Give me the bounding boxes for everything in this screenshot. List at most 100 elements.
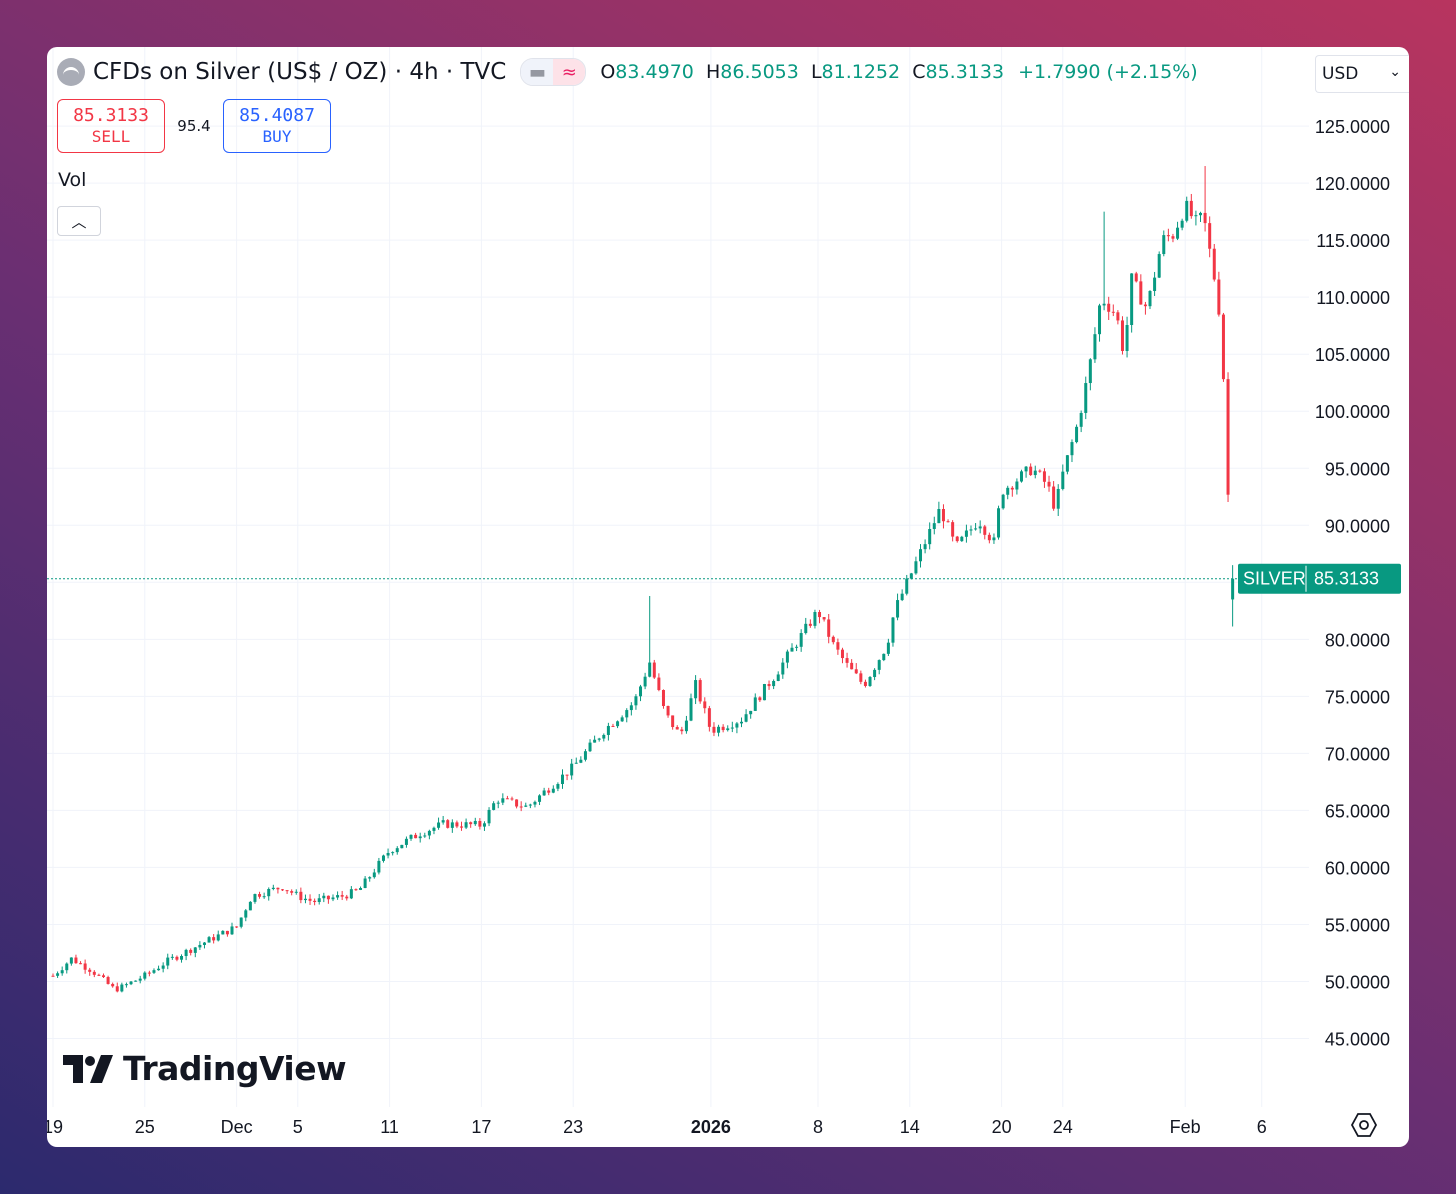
candle bbox=[79, 961, 83, 965]
last-price-badge: SILVER 85.3133 bbox=[1238, 563, 1401, 594]
symbol-title[interactable]: CFDs on Silver (US$ / OZ) · 4h · TVC bbox=[93, 59, 507, 85]
candle bbox=[1134, 271, 1138, 283]
candle-body bbox=[661, 690, 665, 706]
candle bbox=[556, 782, 560, 792]
candle-body bbox=[1217, 279, 1221, 315]
candle-body bbox=[703, 701, 707, 709]
candle bbox=[492, 801, 496, 811]
currency-select[interactable]: USD ⌄ bbox=[1315, 55, 1409, 93]
chart-settings-icon[interactable] bbox=[1349, 1110, 1379, 1140]
candle bbox=[749, 710, 753, 719]
volume-legend[interactable]: Vol bbox=[58, 169, 87, 191]
candle-body bbox=[331, 897, 335, 900]
candle-body bbox=[313, 900, 317, 903]
candle-body bbox=[772, 680, 776, 687]
candle bbox=[717, 724, 721, 737]
candle-body bbox=[643, 676, 647, 687]
candle-body bbox=[1107, 303, 1111, 312]
candle-body bbox=[574, 762, 578, 764]
candle bbox=[386, 848, 390, 859]
candle bbox=[790, 643, 794, 652]
candle-body bbox=[730, 727, 734, 729]
candle-body bbox=[781, 662, 785, 675]
candle bbox=[1194, 210, 1198, 226]
candle bbox=[799, 629, 803, 652]
candle bbox=[258, 891, 262, 899]
price-tick-label: 105.0000 bbox=[1315, 345, 1390, 365]
candle-body bbox=[267, 889, 271, 897]
candle bbox=[845, 652, 849, 668]
candle bbox=[427, 829, 431, 840]
candle-body bbox=[381, 855, 385, 861]
candle-body bbox=[1143, 304, 1147, 307]
candle bbox=[262, 892, 266, 899]
candle bbox=[744, 709, 748, 723]
candle-body bbox=[1084, 383, 1088, 413]
candle bbox=[175, 955, 179, 962]
candle bbox=[1019, 469, 1023, 483]
candle-body bbox=[1148, 291, 1152, 307]
candle-body bbox=[602, 734, 606, 739]
candle-body bbox=[620, 717, 624, 722]
candle bbox=[730, 721, 734, 733]
candle-body bbox=[1120, 320, 1124, 351]
candle-body bbox=[386, 853, 390, 856]
candle-body bbox=[258, 894, 262, 897]
approx-icon[interactable]: ≈ bbox=[553, 59, 586, 85]
minus-icon[interactable]: ▬ bbox=[521, 59, 554, 85]
candle bbox=[629, 702, 633, 716]
price-chart[interactable]: 45.0000 50.0000 55.0000 60.0000 65.0000 70.00… bbox=[47, 47, 1409, 1147]
candle bbox=[235, 926, 239, 929]
candle bbox=[951, 520, 955, 542]
candle bbox=[547, 787, 551, 796]
buy-button[interactable]: 85.4087 BUY bbox=[223, 99, 331, 153]
candle-body bbox=[762, 684, 766, 701]
candle bbox=[496, 800, 500, 809]
candle bbox=[124, 982, 128, 988]
candle-body bbox=[391, 852, 395, 854]
candle bbox=[395, 846, 399, 855]
candle-body bbox=[639, 686, 643, 697]
candle bbox=[606, 722, 610, 741]
candle-body bbox=[850, 662, 854, 670]
candle bbox=[372, 868, 376, 879]
candle-body bbox=[1166, 235, 1170, 237]
candle bbox=[271, 884, 275, 891]
legend-toggle[interactable]: ▬ ≈ bbox=[520, 58, 587, 86]
candle-body bbox=[1199, 212, 1202, 216]
price-tick-label: 90.0000 bbox=[1325, 516, 1390, 536]
candle bbox=[1185, 196, 1189, 223]
candle bbox=[941, 504, 945, 529]
candle bbox=[482, 821, 486, 831]
time-tick-label: 23 bbox=[563, 1117, 583, 1137]
candle-body bbox=[560, 774, 564, 785]
candle-body bbox=[675, 727, 679, 730]
candle bbox=[859, 670, 863, 685]
currency-label: USD bbox=[1322, 64, 1359, 84]
candle-body bbox=[152, 970, 156, 973]
candle-body bbox=[340, 895, 344, 897]
candle-body bbox=[1125, 324, 1129, 351]
candle bbox=[97, 973, 101, 977]
sell-button[interactable]: 85.3133 SELL bbox=[57, 99, 165, 153]
candle bbox=[1107, 296, 1111, 321]
candle-body bbox=[271, 887, 275, 890]
candle-body bbox=[524, 805, 528, 807]
candle bbox=[1061, 464, 1065, 491]
candle-body bbox=[372, 872, 376, 878]
candle-body bbox=[290, 891, 294, 893]
candle bbox=[597, 737, 601, 742]
candle-body bbox=[666, 705, 670, 716]
candle bbox=[574, 757, 578, 764]
candle bbox=[570, 758, 574, 780]
candle-body bbox=[565, 774, 569, 776]
candle-body bbox=[717, 726, 721, 733]
time-tick-label: Feb bbox=[1170, 1117, 1201, 1137]
candle-body bbox=[987, 534, 991, 541]
candle-body bbox=[863, 681, 867, 686]
collapse-pane-button[interactable]: ︿ bbox=[57, 206, 101, 236]
candle bbox=[905, 574, 909, 596]
candle-body bbox=[138, 978, 142, 981]
candle-body bbox=[1024, 466, 1028, 472]
candle bbox=[56, 971, 60, 978]
